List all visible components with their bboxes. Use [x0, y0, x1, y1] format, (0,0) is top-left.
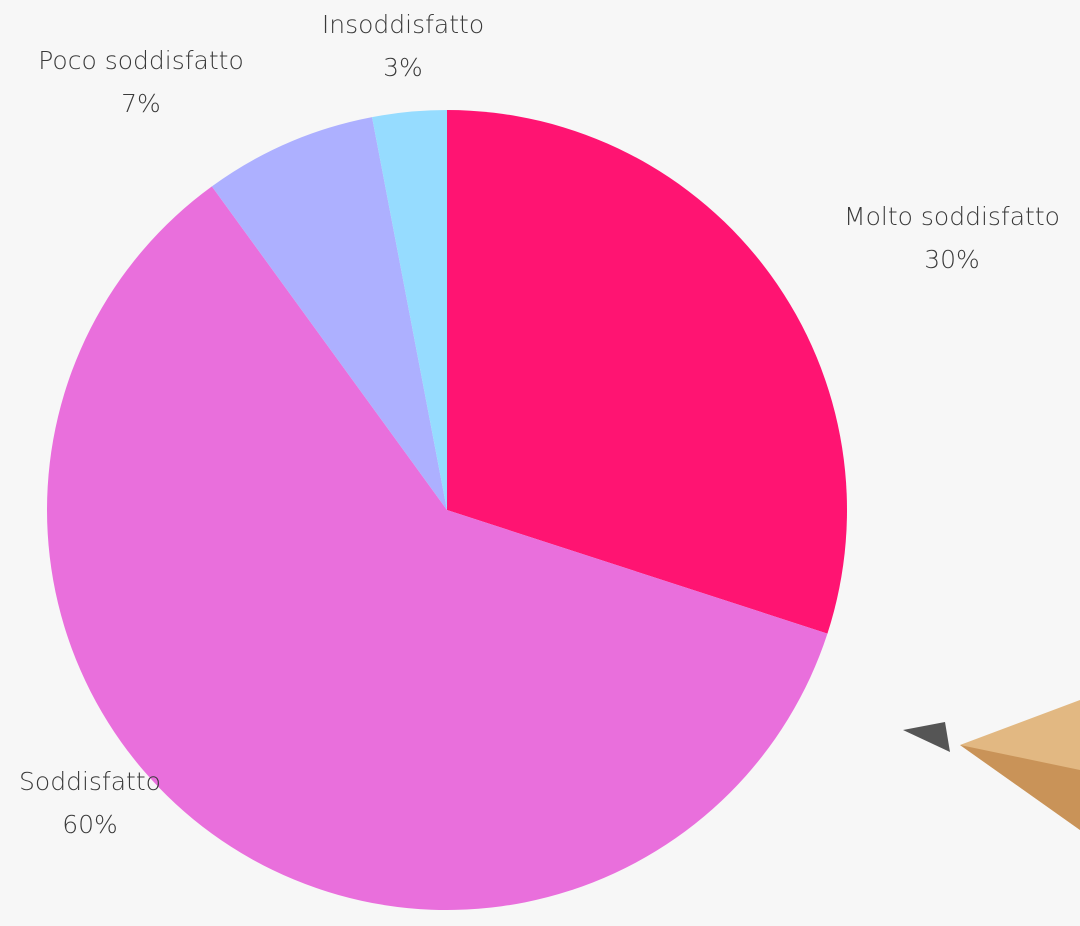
- pie-slice: [447, 110, 847, 634]
- pencil-wood-shade: [960, 745, 1080, 830]
- slice-value-label: 3%: [383, 53, 423, 82]
- slice-label: Poco soddisfatto: [38, 46, 244, 75]
- pie-slice: [211, 117, 447, 511]
- pie-slice: [372, 110, 447, 510]
- pie-slice: [47, 186, 828, 911]
- pie: [47, 110, 847, 911]
- slice-value-label: 60%: [62, 810, 118, 839]
- slice-label: Soddisfatto: [19, 767, 161, 796]
- slice-label: Molto soddisfatto: [844, 202, 1060, 231]
- slice-value-label: 7%: [121, 89, 161, 118]
- slice-label: Insoddisfatto: [322, 10, 484, 39]
- pencil: [903, 700, 1080, 830]
- pencil-tip: [903, 722, 950, 752]
- slice-value-label: 30%: [924, 245, 980, 274]
